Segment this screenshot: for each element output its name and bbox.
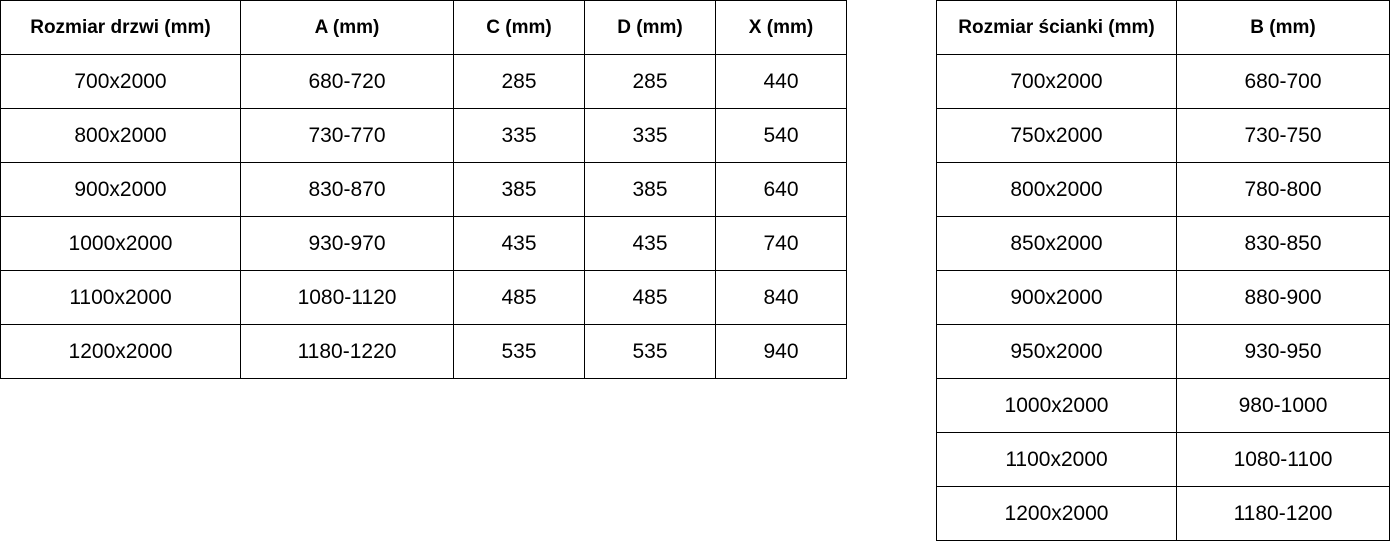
table-cell: 830-870 (240, 162, 454, 217)
column-header: D (mm) (584, 0, 716, 55)
table-cell: 385 (584, 162, 716, 217)
table-cell: 930-970 (240, 216, 454, 271)
table-cell: 1200x2000 (936, 486, 1177, 541)
table-cell: 700x2000 (0, 54, 241, 109)
table-cell: 535 (453, 324, 585, 379)
column-header: Rozmiar ścianki (mm) (936, 0, 1177, 55)
table-cell: 950x2000 (936, 324, 1177, 379)
table-cell: 435 (453, 216, 585, 271)
door-size-table: Rozmiar drzwi (mm) A (mm) C (mm) D (mm) X (m… (0, 0, 847, 379)
table-cell: 440 (715, 54, 847, 109)
table-row: 800x2000 780-800 (936, 162, 1390, 217)
table-cell: 750x2000 (936, 108, 1177, 163)
table-cell: 800x2000 (936, 162, 1177, 217)
table-row: 1200x2000 1180-1200 (936, 486, 1390, 541)
table-cell: 640 (715, 162, 847, 217)
table-cell: 900x2000 (936, 270, 1177, 325)
table-cell: 1200x2000 (0, 324, 241, 379)
table-cell: 435 (584, 216, 716, 271)
table-cell: 1100x2000 (936, 432, 1177, 487)
table-cell: 900x2000 (0, 162, 241, 217)
table-cell: 740 (715, 216, 847, 271)
table-cell: 1180-1220 (240, 324, 454, 379)
column-header: A (mm) (240, 0, 454, 55)
table-cell: 1000x2000 (936, 378, 1177, 433)
table-cell: 1080-1120 (240, 270, 454, 325)
table-cell: 1180-1200 (1176, 486, 1390, 541)
table-cell: 840 (715, 270, 847, 325)
table-row: 750x2000 730-750 (936, 108, 1390, 163)
column-header: C (mm) (453, 0, 585, 55)
table-row: 1000x2000 930-970 435 435 740 (0, 216, 847, 271)
table-row: 1100x2000 1080-1100 (936, 432, 1390, 487)
column-header: B (mm) (1176, 0, 1390, 55)
table-row: 800x2000 730-770 335 335 540 (0, 108, 847, 163)
table-cell: 385 (453, 162, 585, 217)
table-cell: 285 (584, 54, 716, 109)
table-row: 900x2000 830-870 385 385 640 (0, 162, 847, 217)
table-cell: 1000x2000 (0, 216, 241, 271)
table-row: 1000x2000 980-1000 (936, 378, 1390, 433)
column-header: X (mm) (715, 0, 847, 55)
table-row: 700x2000 680-720 285 285 440 (0, 54, 847, 109)
wall-panel-size-table: Rozmiar ścianki (mm) B (mm) 700x2000 680-7… (936, 0, 1390, 541)
table-cell: 730-750 (1176, 108, 1390, 163)
table-row: 1200x2000 1180-1220 535 535 940 (0, 324, 847, 379)
table-cell: 680-720 (240, 54, 454, 109)
header-row: Rozmiar ścianki (mm) B (mm) (936, 0, 1390, 55)
table-row: 1100x2000 1080-1120 485 485 840 (0, 270, 847, 325)
table-cell: 1080-1100 (1176, 432, 1390, 487)
table-cell: 980-1000 (1176, 378, 1390, 433)
table-cell: 930-950 (1176, 324, 1390, 379)
table-row: 700x2000 680-700 (936, 54, 1390, 109)
table-cell: 540 (715, 108, 847, 163)
table-row: 950x2000 930-950 (936, 324, 1390, 379)
column-header: Rozmiar drzwi (mm) (0, 0, 241, 55)
table-cell: 780-800 (1176, 162, 1390, 217)
table-cell: 850x2000 (936, 216, 1177, 271)
table-cell: 700x2000 (936, 54, 1177, 109)
table-cell: 730-770 (240, 108, 454, 163)
table-row: 850x2000 830-850 (936, 216, 1390, 271)
table-cell: 335 (453, 108, 585, 163)
table-cell: 680-700 (1176, 54, 1390, 109)
table-cell: 800x2000 (0, 108, 241, 163)
table-cell: 940 (715, 324, 847, 379)
table-cell: 830-850 (1176, 216, 1390, 271)
table-cell: 485 (584, 270, 716, 325)
table-cell: 485 (453, 270, 585, 325)
table-cell: 880-900 (1176, 270, 1390, 325)
table-cell: 535 (584, 324, 716, 379)
table-cell: 335 (584, 108, 716, 163)
table-cell: 1100x2000 (0, 270, 241, 325)
header-row: Rozmiar drzwi (mm) A (mm) C (mm) D (mm) X (m… (0, 0, 847, 55)
table-cell: 285 (453, 54, 585, 109)
table-row: 900x2000 880-900 (936, 270, 1390, 325)
